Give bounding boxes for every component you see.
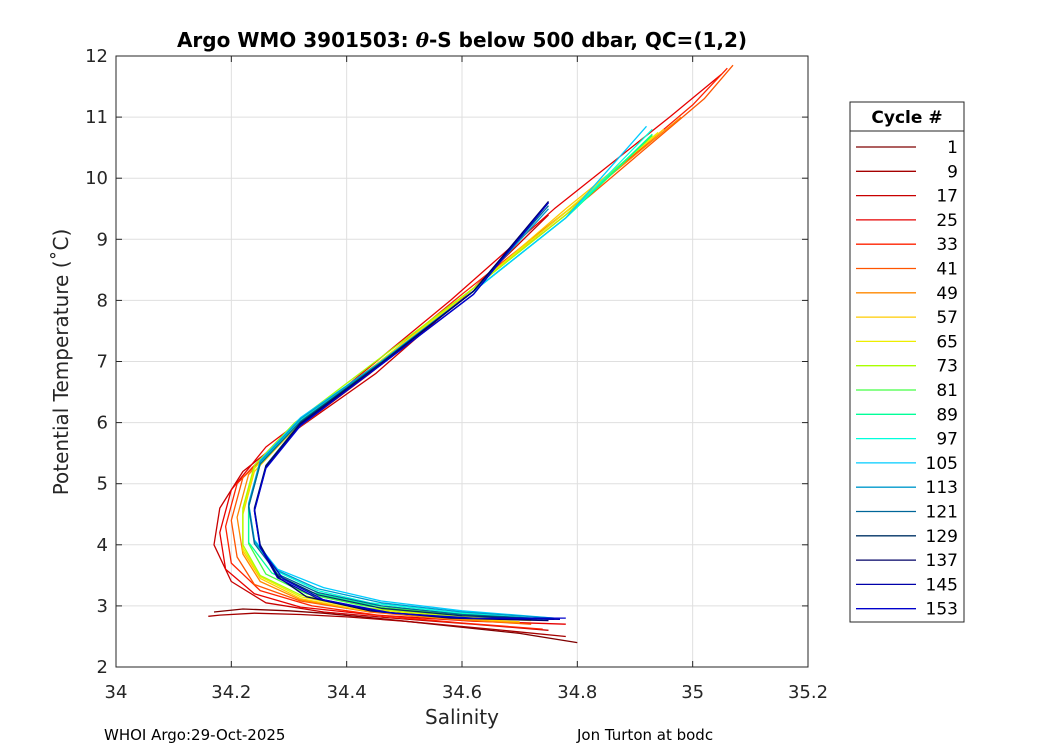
legend-label-cycle-25: 25 <box>936 211 958 231</box>
y-tick-label: 11 <box>85 107 108 128</box>
series-line-cycle-153 <box>253 202 566 619</box>
y-tick-label: 9 <box>97 229 108 250</box>
series-line-cycle-9 <box>208 612 566 638</box>
chart-title-prefix: Argo WMO 3901503: <box>177 28 416 52</box>
y-tick-label: 5 <box>97 474 108 495</box>
series-line-cycle-1 <box>213 608 578 644</box>
y-tick-label: 4 <box>97 535 108 556</box>
legend-label-cycle-49: 49 <box>936 284 958 304</box>
legend-label-cycle-73: 73 <box>936 357 958 377</box>
legend-label-cycle-89: 89 <box>936 405 958 425</box>
y-tick-label: 6 <box>97 413 108 434</box>
legend-label-cycle-65: 65 <box>936 332 958 352</box>
legend-label-cycle-153: 153 <box>926 600 958 620</box>
legend-label-cycle-9: 9 <box>947 162 958 182</box>
y-tick-label: 7 <box>97 352 108 373</box>
legend-label-cycle-113: 113 <box>926 478 958 498</box>
legend-label-cycle-137: 137 <box>926 551 958 571</box>
x-tick-label: 35 <box>681 682 704 703</box>
legend-label-cycle-121: 121 <box>926 503 958 523</box>
legend-label-cycle-129: 129 <box>926 527 958 547</box>
series-line-cycle-25 <box>219 73 722 625</box>
legend-label-cycle-105: 105 <box>926 454 958 474</box>
x-tick-label: 34.6 <box>442 682 482 703</box>
y-axis-label: Potential Temperature (˚C) <box>49 229 73 496</box>
x-tick-label: 35.2 <box>788 682 828 703</box>
legend: Cycle #1 9 17 25 33 41 49 57 65 73 81 89 97 105 113 121… <box>849 101 965 623</box>
x-axis-label: Salinity <box>425 705 499 729</box>
legend-label-cycle-57: 57 <box>936 308 958 328</box>
y-tick-label: 3 <box>97 596 108 617</box>
y-tick-label: 8 <box>97 290 108 311</box>
y-tick-label: 10 <box>85 168 108 189</box>
y-tick-label: 2 <box>97 657 108 678</box>
y-tick-label: 12 <box>85 46 108 67</box>
legend-label-cycle-41: 41 <box>936 260 958 280</box>
legend-title: Cycle # <box>871 108 942 128</box>
footer-left: WHOI Argo:29-Oct-2025 <box>104 726 286 744</box>
legend-label-cycle-17: 17 <box>936 187 958 207</box>
chart-title-suffix: -S below 500 dbar, QC=(1,2) <box>429 28 747 52</box>
footer-right: Jon Turton at bodc <box>577 726 714 744</box>
chart-title-theta: θ <box>416 28 430 52</box>
legend-label-cycle-81: 81 <box>936 381 958 401</box>
chart-title: Argo WMO 3901503: θ-S below 500 dbar, QC… <box>177 28 747 52</box>
legend-label-cycle-33: 33 <box>936 235 958 255</box>
x-tick-label: 34 <box>105 682 128 703</box>
legend-label-cycle-97: 97 <box>936 430 958 450</box>
legend-label-cycle-1: 1 <box>947 138 958 158</box>
x-tick-label: 34.4 <box>327 682 367 703</box>
series-line-cycle-17 <box>213 214 549 631</box>
legend-label-cycle-145: 145 <box>926 575 958 595</box>
x-tick-label: 34.2 <box>211 682 251 703</box>
x-tick-label: 34.8 <box>557 682 597 703</box>
